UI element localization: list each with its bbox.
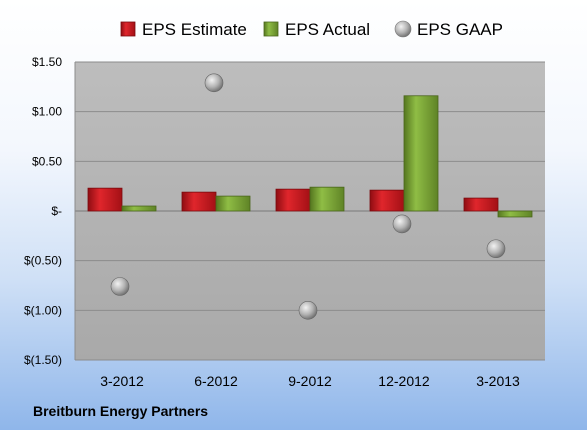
gaap-points (110, 73, 506, 320)
y-tick-label: $(0.50) (24, 254, 62, 268)
bar-marks (87, 95, 533, 218)
eps-estimate-bar (275, 188, 311, 212)
legend-swatch (120, 21, 136, 37)
legend-label: EPS Actual (285, 20, 370, 39)
eps-actual-bar (309, 186, 345, 212)
y-tick-label: $1.50 (32, 55, 62, 69)
x-tick-label: 3-2013 (476, 373, 520, 389)
eps-gaap-point (486, 239, 506, 259)
eps-actual-bar (497, 210, 533, 218)
x-tick-label: 6-2012 (194, 373, 238, 389)
eps-gaap-point (110, 277, 130, 296)
legend-label: EPS Estimate (142, 20, 247, 39)
y-tick-label: $(1.50) (24, 353, 62, 367)
legend-label: EPS GAAP (417, 20, 503, 39)
eps-actual-bar (215, 195, 251, 212)
eps-actual-bar (403, 95, 439, 212)
eps-estimate-bar (87, 187, 123, 212)
x-tick-label: 12-2012 (378, 373, 430, 389)
x-tick-label: 9-2012 (288, 373, 332, 389)
x-tick-label: 3-2012 (100, 373, 144, 389)
y-axis-labels: $1.50 $1.00 $0.50 $- $(0.50) $(1.00) $(1.50) (24, 55, 62, 367)
eps-estimate-bar (463, 197, 499, 212)
eps-gaap-point (392, 214, 412, 234)
y-tick-label: $1.00 (32, 105, 62, 119)
company-name: Breitburn Energy Partners (33, 403, 208, 419)
eps-actual-bar (121, 205, 157, 212)
eps-estimate-bar (369, 189, 405, 212)
x-axis-labels: 3-2012 6-2012 9-2012 12-2012 3-2013 (100, 373, 520, 389)
eps-gaap-point (204, 73, 224, 93)
legend: EPS Estimate EPS Actual EPS GAAP (120, 20, 503, 39)
eps-gaap-point (298, 301, 318, 320)
legend-swatch (263, 21, 279, 37)
y-tick-label: $0.50 (32, 154, 62, 168)
y-tick-label: $- (51, 204, 62, 218)
eps-estimate-bar (181, 191, 217, 212)
legend-swatch (394, 20, 412, 38)
y-tick-label: $(1.00) (24, 303, 62, 317)
